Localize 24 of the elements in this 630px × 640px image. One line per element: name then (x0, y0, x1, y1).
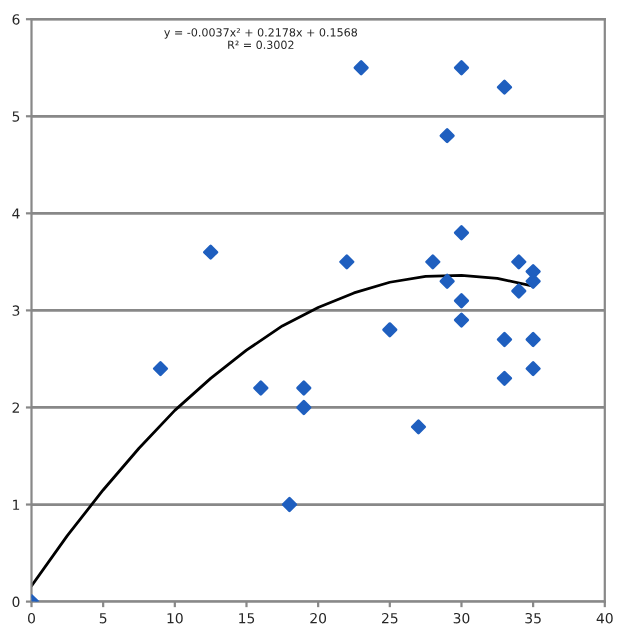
point (281, 496, 298, 513)
point (152, 361, 169, 377)
point (525, 331, 541, 348)
point (296, 380, 312, 396)
point (453, 60, 470, 76)
point (496, 331, 513, 348)
point (253, 380, 269, 396)
point (453, 293, 470, 309)
point (203, 244, 219, 260)
point (496, 79, 513, 95)
point (511, 283, 527, 299)
point (453, 225, 470, 241)
point (425, 254, 441, 270)
point (511, 254, 527, 270)
point (439, 273, 455, 289)
point (296, 399, 312, 416)
point (496, 370, 513, 386)
point (353, 60, 369, 76)
point (525, 361, 541, 377)
point (453, 312, 470, 328)
point (382, 322, 398, 338)
point (339, 254, 355, 270)
point (410, 419, 427, 435)
point (439, 128, 455, 144)
